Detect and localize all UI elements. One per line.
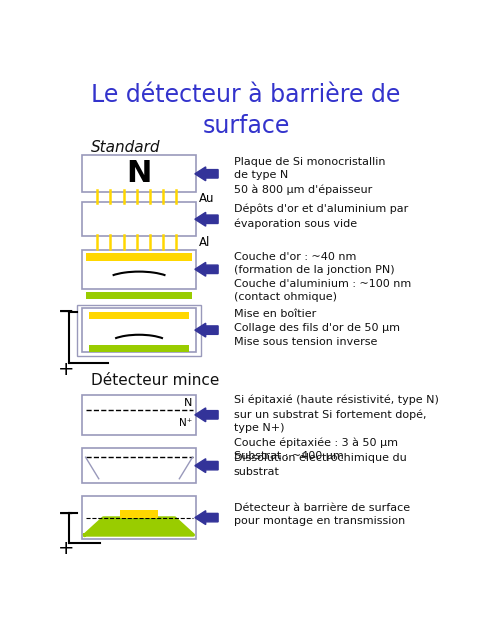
Text: Plaque de Si monocristallin
de type N
50 à 800 µm d'épaisseur: Plaque de Si monocristallin de type N 50… bbox=[234, 157, 385, 195]
Bar bbox=[82, 497, 196, 539]
Text: +: + bbox=[58, 360, 74, 379]
Bar bbox=[120, 510, 158, 518]
Text: Dépôts d'or et d'aluminium par
évaporation sous vide: Dépôts d'or et d'aluminium par évaporati… bbox=[234, 204, 408, 228]
Text: Détecteur mince: Détecteur mince bbox=[91, 374, 219, 388]
Bar bbox=[82, 395, 196, 435]
Text: Détecteur à barrière de surface
pour montage en transmission: Détecteur à barrière de surface pour mon… bbox=[234, 502, 410, 526]
Bar bbox=[82, 448, 196, 483]
Bar bbox=[82, 156, 196, 192]
Text: Dissolution électrochimique du
substrat: Dissolution électrochimique du substrat bbox=[234, 452, 407, 477]
Bar bbox=[89, 345, 189, 353]
FancyArrow shape bbox=[195, 511, 218, 525]
FancyArrow shape bbox=[195, 323, 218, 337]
Text: Couche d'or : ~40 nm
(formation de la jonction PN)
Couche d'aluminium : ~100 nm
: Couche d'or : ~40 nm (formation de la jo… bbox=[234, 252, 411, 302]
Text: Le détecteur à barrière de
surface: Le détecteur à barrière de surface bbox=[91, 83, 401, 138]
Text: Standard: Standard bbox=[91, 140, 160, 155]
Bar bbox=[82, 250, 196, 289]
Bar bbox=[82, 308, 196, 353]
Bar bbox=[86, 253, 192, 261]
FancyArrow shape bbox=[195, 212, 218, 226]
Text: −: − bbox=[58, 302, 74, 321]
Text: N: N bbox=[126, 159, 152, 188]
FancyArrow shape bbox=[195, 167, 218, 180]
Bar bbox=[86, 292, 192, 300]
FancyArrow shape bbox=[195, 408, 218, 422]
FancyArrow shape bbox=[195, 262, 218, 276]
Text: Au: Au bbox=[199, 191, 214, 205]
Text: Al: Al bbox=[199, 236, 210, 248]
Polygon shape bbox=[85, 518, 193, 535]
Text: −: − bbox=[58, 504, 74, 523]
Text: Si épitaxié (haute résistivité, type N)
sur un substrat Si fortement dopé,
type : Si épitaxié (haute résistivité, type N) … bbox=[234, 395, 438, 461]
Bar bbox=[77, 305, 201, 356]
Text: Mise en boîtier
Collage des fils d'or de 50 µm
Mise sous tension inverse: Mise en boîtier Collage des fils d'or de… bbox=[234, 309, 399, 346]
FancyArrow shape bbox=[195, 459, 218, 472]
Text: +: + bbox=[58, 540, 74, 558]
Bar bbox=[82, 202, 196, 236]
Text: N⁺: N⁺ bbox=[179, 417, 192, 428]
Text: N: N bbox=[184, 397, 192, 408]
Bar bbox=[89, 312, 189, 319]
